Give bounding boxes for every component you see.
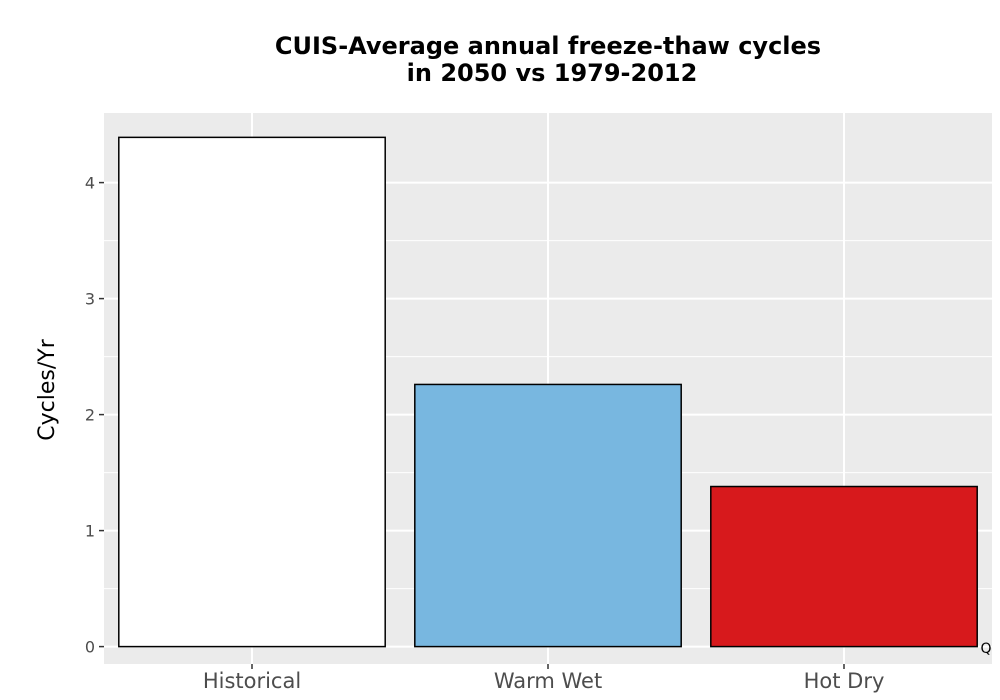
y-tick-label: 4 — [85, 174, 95, 193]
bars — [118, 136, 978, 648]
y-tick-label: 0 — [85, 638, 95, 657]
y-axis: 0 1 2 3 4 — [85, 174, 104, 657]
y-tick-label: 2 — [85, 406, 95, 425]
x-tick-label: Warm Wet — [494, 669, 602, 693]
y-tick-label: 1 — [85, 522, 95, 541]
bar-warm-wet — [414, 383, 682, 648]
x-tick-label: Historical — [203, 669, 301, 693]
corner-note: Q — [980, 641, 991, 657]
bar-hot-dry — [710, 485, 978, 648]
chart-title-line-1: CUIS-Average annual freeze-thaw cycles — [275, 32, 821, 60]
chart-title-line-2: in 2050 vs 1979-2012 — [407, 59, 698, 87]
x-tick-label: Hot Dry — [804, 669, 885, 693]
y-tick-label: 3 — [85, 290, 95, 309]
y-axis-title: Cycles/Yr — [35, 338, 60, 440]
bar-historical — [118, 136, 386, 648]
x-axis: Historical Warm Wet Hot Dry — [203, 664, 885, 693]
